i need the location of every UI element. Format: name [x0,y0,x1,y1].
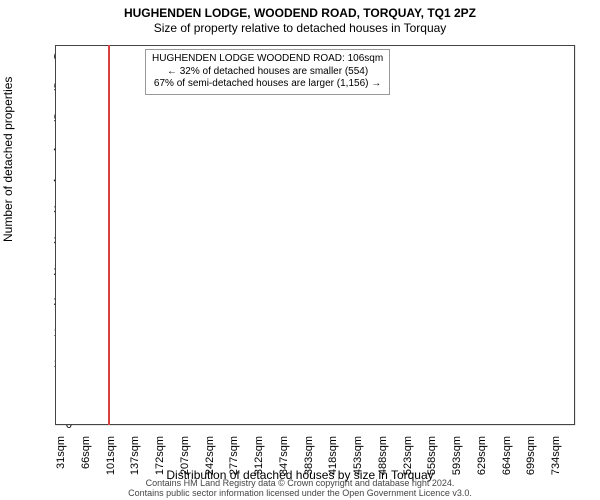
title-sub: Size of property relative to detached ho… [0,21,600,35]
xtick-label: 31sqm [55,436,67,486]
titles: HUGHENDEN LODGE, WOODEND ROAD, TORQUAY, … [0,0,600,35]
xtick-label: 523sqm [402,436,414,486]
xtick-label: 277sqm [228,436,240,486]
xtick-label: 699sqm [525,436,537,486]
xtick-label: 453sqm [352,436,364,486]
xtick-label: 734sqm [550,436,562,486]
xtick-label: 347sqm [278,436,290,486]
xtick-label: 383sqm [303,436,315,486]
xtick-label: 101sqm [105,436,117,486]
xtick-label: 664sqm [501,436,513,486]
annotation-line3: 67% of semi-detached houses are larger (… [152,78,383,91]
y-axis-label: Number of detached properties [1,77,15,242]
xtick-label: 66sqm [80,436,92,486]
xtick-label: 558sqm [426,436,438,486]
gridline-h [55,425,575,426]
gridline-v [575,45,576,425]
xtick-label: 593sqm [451,436,463,486]
xtick-label: 242sqm [204,436,216,486]
chart-container: HUGHENDEN LODGE, WOODEND ROAD, TORQUAY, … [0,0,600,500]
xtick-label: 207sqm [179,436,191,486]
annotation-line1: HUGHENDEN LODGE WOODEND ROAD: 106sqm [152,53,383,66]
annotation-box: HUGHENDEN LODGE WOODEND ROAD: 106sqm ← 3… [145,49,390,95]
annotation-line2: ← 32% of detached houses are smaller (55… [152,66,383,79]
xtick-label: 172sqm [154,436,166,486]
marker-line [108,45,110,425]
plot-rect [55,45,575,425]
xtick-label: 312sqm [253,436,265,486]
xtick-label: 629sqm [476,436,488,486]
title-main: HUGHENDEN LODGE, WOODEND ROAD, TORQUAY, … [0,6,600,20]
xtick-label: 488sqm [377,436,389,486]
xtick-label: 137sqm [129,436,141,486]
xtick-label: 418sqm [327,436,339,486]
plot-area: HUGHENDEN LODGE WOODEND ROAD: 106sqm ← 3… [55,45,575,425]
footer-line2: Contains public sector information licen… [0,489,600,499]
